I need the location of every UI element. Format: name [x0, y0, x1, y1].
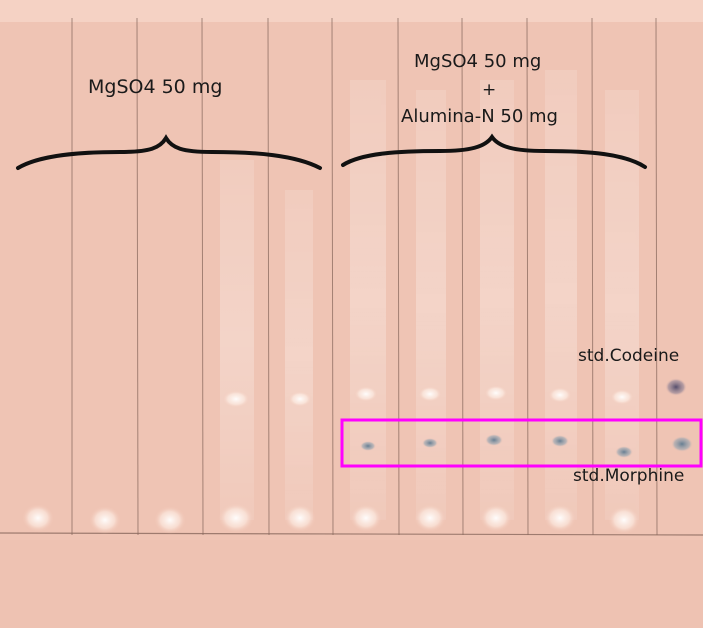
- brace-group1: [16, 134, 322, 170]
- morphine-spots: [360, 434, 693, 458]
- lane-lines: [71, 17, 658, 536]
- upper-white-spots: [222, 385, 634, 408]
- origin-spots: [22, 503, 640, 534]
- group1-label: MgSO4 50 mg: [88, 76, 223, 98]
- codeine-spot: [665, 378, 687, 396]
- group2-label-line1: MgSO4 50 mg: [414, 51, 542, 72]
- std-codeine-label: std.Codeine: [578, 346, 680, 366]
- origin-line: [0, 532, 703, 536]
- morphine-highlight-box: [340, 418, 703, 468]
- group2-label-plus: +: [482, 80, 497, 100]
- group2-label-line2: Alumina-N 50 mg: [401, 106, 558, 127]
- brace-group2: [341, 133, 647, 169]
- std-morphine-label: std.Morphine: [573, 466, 685, 486]
